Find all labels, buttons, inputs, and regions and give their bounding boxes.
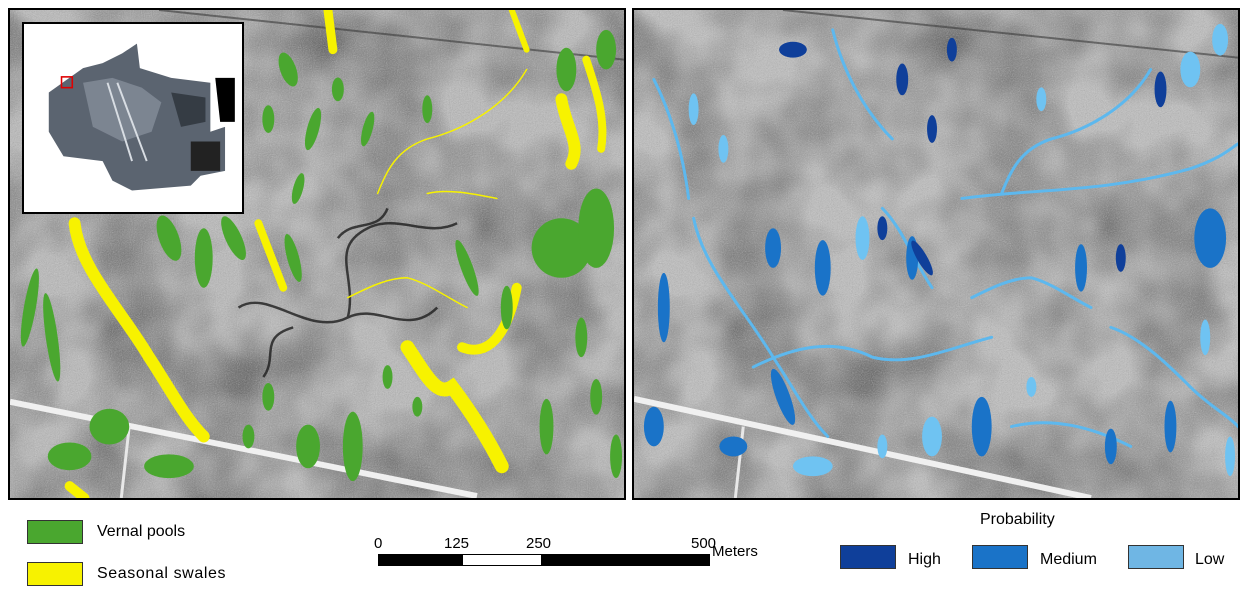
vernal-pool-map-panel [8, 8, 626, 500]
medium-probability-swatch [972, 545, 1028, 569]
locator-box [60, 76, 74, 89]
scale-tick-500: 500 [691, 535, 717, 552]
probability-map-panel [632, 8, 1240, 500]
probability-legend-title: Probability [980, 511, 1055, 528]
seasonal-swales-label: Seasonal swales [97, 565, 227, 582]
locator-inset-map [22, 22, 244, 214]
medium-probability-areas [643, 208, 1227, 465]
high-probability-swatch [840, 545, 896, 569]
seasonal-swales-swatch [27, 562, 83, 586]
scale-segment-1 [378, 554, 462, 566]
vernal-pools-label: Vernal pools [97, 523, 186, 540]
low-probability-label: Low [1195, 551, 1225, 568]
medium-probability-label: Medium [1040, 551, 1097, 568]
low-probability-swatch [1128, 545, 1184, 569]
scale-bar: 0 125 250 500 [374, 535, 718, 585]
high-probability-areas [779, 37, 1167, 276]
scale-segment-3 [542, 554, 710, 566]
low-probability-pools [688, 23, 1236, 477]
road [634, 395, 1092, 498]
vernal-pools-swatch [27, 520, 83, 544]
scale-tick-125: 125 [444, 535, 470, 552]
scale-tick-250: 250 [526, 535, 552, 552]
drainage-channels [237, 207, 458, 378]
road [10, 398, 478, 498]
probability-map [634, 10, 1238, 498]
seasonal-swales [64, 10, 607, 498]
inset-map-graphic [24, 24, 242, 212]
scale-tick-0: 0 [374, 535, 383, 552]
high-probability-label: High [908, 551, 941, 568]
low-probability-areas [652, 28, 1238, 448]
vernal-pools [20, 29, 623, 482]
scale-segment-2 [462, 554, 542, 566]
scale-unit-label: Meters [712, 543, 758, 560]
